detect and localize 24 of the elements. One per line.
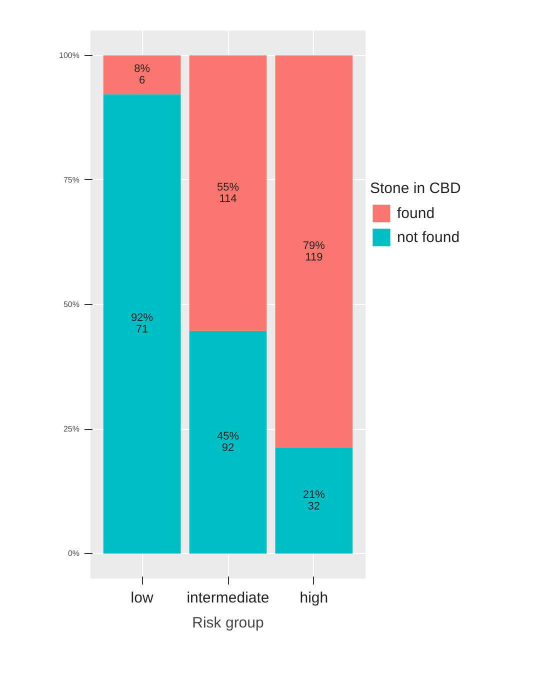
legend-label: not found <box>397 228 460 246</box>
bar <box>275 55 353 448</box>
x-axis-title: Risk group <box>192 614 264 632</box>
data-label: 45% 92 <box>216 430 240 454</box>
legend-label: found <box>397 204 435 222</box>
data-label: 21% 32 <box>302 489 326 512</box>
x-tick-label: intermediate <box>186 590 270 606</box>
data-label: 92% 71 <box>131 312 154 336</box>
y-tick-label: 25% <box>63 424 80 434</box>
bar <box>103 55 181 94</box>
y-tick-label: 0% <box>68 549 80 558</box>
bar <box>189 330 267 554</box>
bar <box>189 55 267 331</box>
data-label: 8% 6 <box>134 63 150 87</box>
bar <box>103 94 181 554</box>
legend-title: Stone in CBD <box>370 180 461 197</box>
bar <box>275 448 353 554</box>
x-tick-label: low <box>130 590 154 606</box>
data-label: 55% 114 <box>216 181 240 205</box>
data-label: 79% 119 <box>302 240 326 264</box>
x-tick-label: high <box>300 590 328 606</box>
y-tick-label: 75% <box>63 175 80 184</box>
y-tick-label: 100% <box>59 50 80 60</box>
y-tick-label: 50% <box>63 300 80 309</box>
